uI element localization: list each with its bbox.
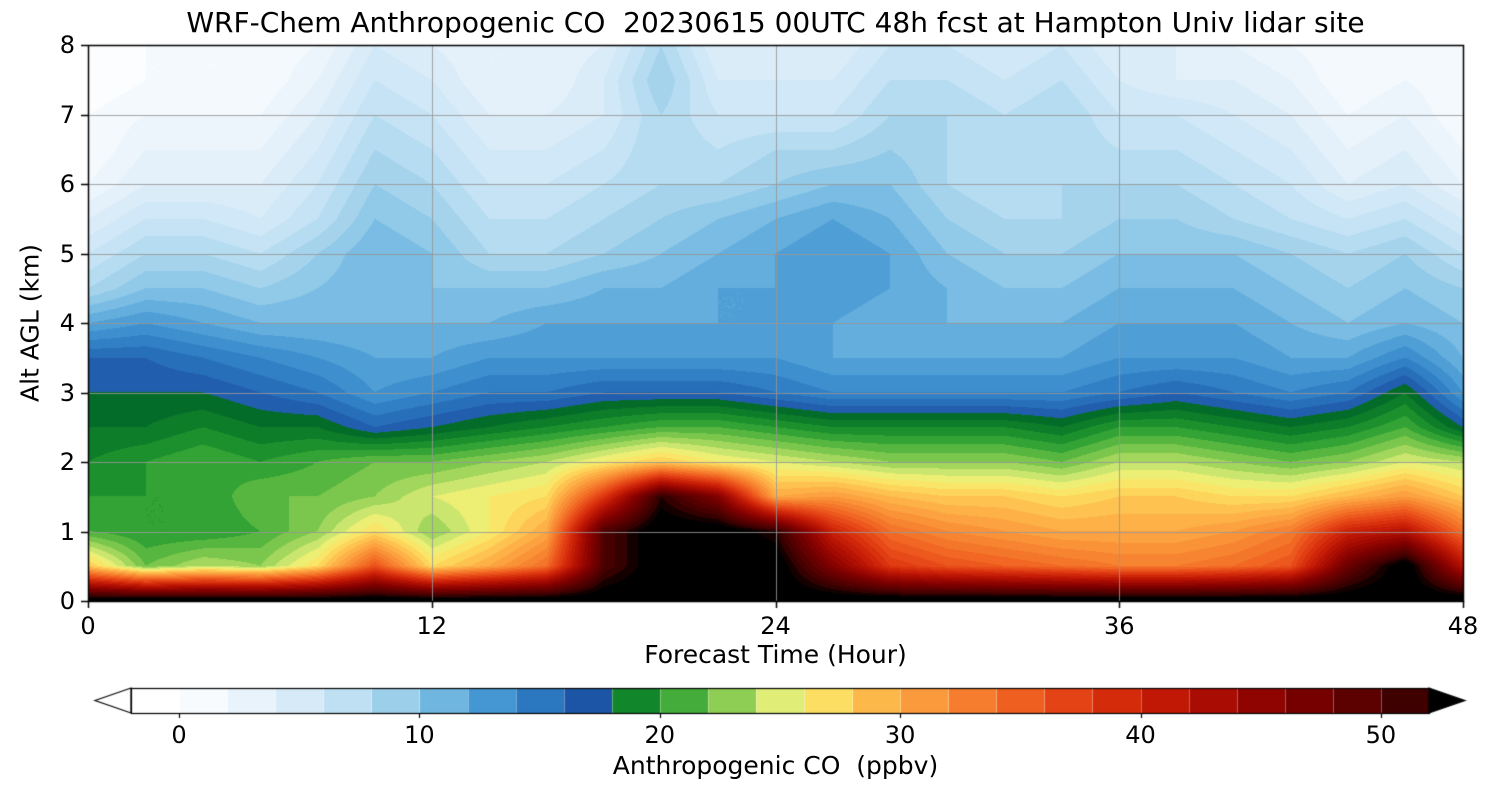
x-axis-label: Forecast Time (Hour) — [644, 640, 907, 669]
chart-title: WRF-Chem Anthropogenic CO 20230615 00UTC… — [186, 6, 1365, 39]
colorbar-label: Anthropogenic CO (ppbv) — [612, 751, 939, 780]
y-axis-label: Alt AGL (km) — [15, 243, 45, 403]
